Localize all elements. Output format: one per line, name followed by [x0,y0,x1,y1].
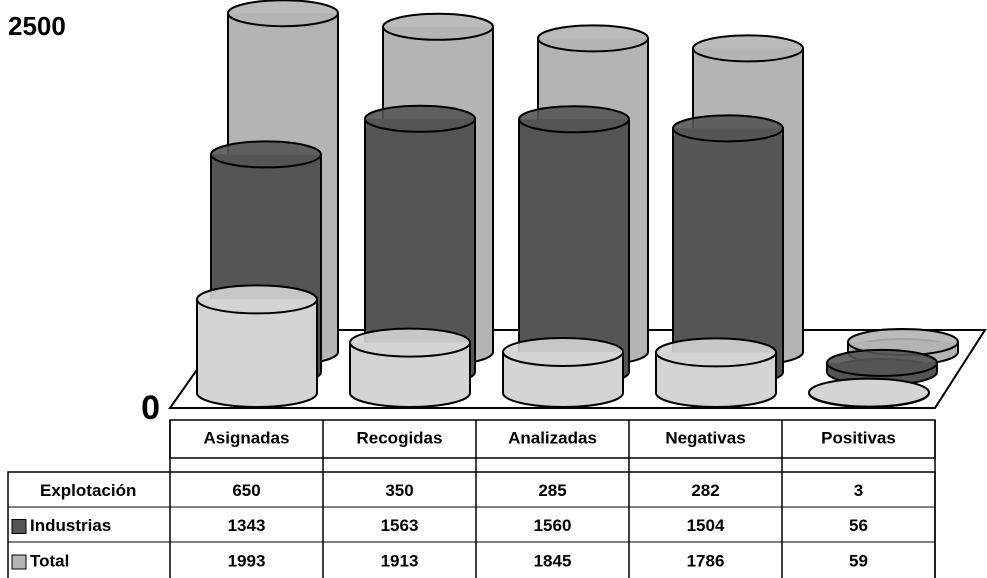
cylinder-top [227,0,339,28]
data-table: Asignadas Recogidas Analizadas Negativas Pos… [7,419,936,578]
table-value: 59 [849,551,868,570]
table-value: 1504 [687,516,725,535]
table-value: 1993 [228,551,266,570]
legend-swatch [11,519,27,534]
category-label: Analizadas [508,428,597,447]
table-value: 3 [854,481,863,500]
legend-label: Total [30,551,69,570]
y-tick-label: 2500 [8,11,66,41]
table-value: 1343 [228,516,266,535]
table-value: 1786 [687,551,725,570]
cylinder-top [382,12,494,41]
cylinder [196,284,318,408]
table-value: 56 [849,516,868,535]
category-label: Asignadas [204,428,290,447]
table-value: 1913 [381,551,419,570]
table-value: 1560 [534,516,572,535]
table-value: 285 [538,481,566,500]
cylinder-top [196,284,318,315]
table-value: 350 [385,481,413,500]
cylinder-top [349,327,471,358]
cylinder-body [519,119,629,372]
cylinder-top [808,377,930,408]
category-label: Negativas [665,428,745,447]
cylinder-top [826,348,938,377]
table-body-box [7,471,936,578]
cylinder-top [364,104,476,133]
legend-label: Explotación [40,481,136,500]
legend-swatch [11,554,27,570]
table-value: 282 [691,481,719,500]
category-label: Recogidas [357,428,443,447]
cylinder [808,377,930,408]
cylinder-top [518,105,630,134]
cylinder-body [197,299,317,393]
table-value: 650 [232,481,260,500]
cylinder [518,105,630,386]
cylinder-top [692,34,804,63]
cylinders [196,0,959,408]
table-value: 1563 [381,516,419,535]
table-value: 1845 [534,551,572,570]
cylinder [655,337,777,408]
cylinder-top [655,337,777,368]
cylinder [349,327,471,408]
cylinder-top [537,24,649,53]
cylinder [502,336,624,408]
y-tick-label: 0 [141,389,160,427]
cylinder-top [672,114,784,143]
cylinder-top [210,140,322,169]
legend-label: Industrias [30,516,111,535]
cylinder-top [502,336,624,367]
cylinder-body [673,128,783,372]
category-label: Positivas [821,428,896,447]
